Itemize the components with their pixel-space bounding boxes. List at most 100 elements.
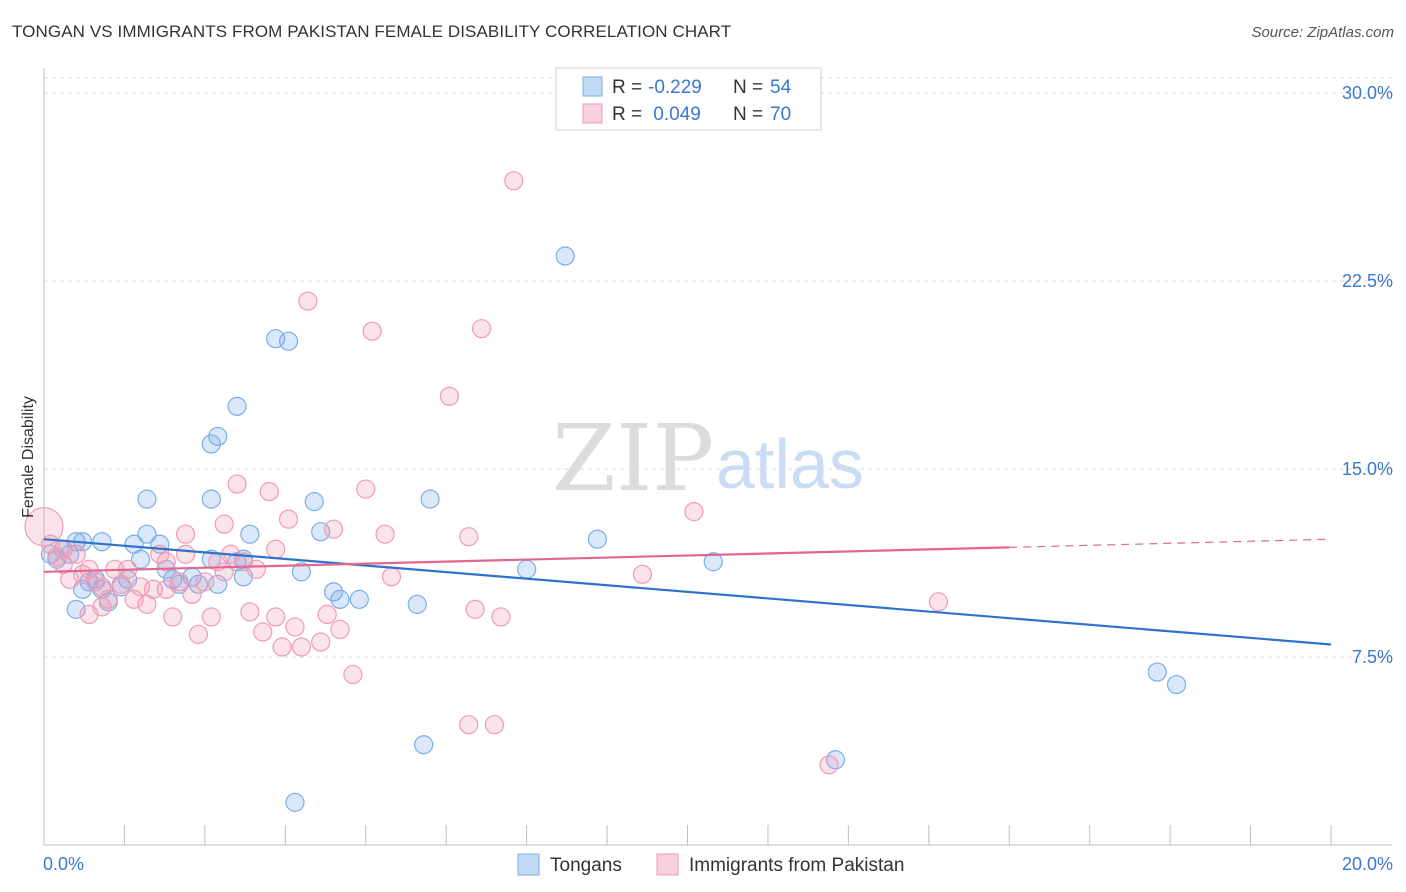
point-pakistan-68 (317, 604, 337, 625)
point-tongans-33 (137, 489, 157, 509)
trend-line-pakistan (43, 546, 1010, 573)
point-tongans-43 (555, 246, 575, 266)
point-tongans-39 (349, 589, 369, 609)
point-tongans-47 (825, 750, 846, 770)
point-tongans-31 (208, 426, 228, 447)
point-pakistan-65 (156, 579, 176, 599)
point-pakistan-24 (188, 624, 209, 645)
point-pakistan-22 (175, 524, 196, 544)
point-pakistan-47 (375, 524, 395, 544)
point-tongans-41 (420, 489, 440, 509)
point-pakistan-50 (459, 527, 479, 547)
point-pakistan-6 (79, 559, 99, 579)
point-pakistan-2 (47, 547, 67, 567)
point-pakistan-45 (356, 479, 376, 499)
point-pakistan-35 (266, 607, 286, 627)
point-tongans-52 (92, 532, 112, 552)
point-pakistan-13 (92, 597, 112, 617)
point-pakistan-54 (504, 171, 524, 191)
stats-legend-box (555, 67, 822, 131)
trend-lines (43, 538, 1332, 646)
legend-n-label-pakistan: N = (733, 104, 763, 125)
point-pakistan-41 (311, 632, 331, 652)
point-pakistan-28 (214, 514, 234, 534)
y-tick-label-1: 15.0% (1342, 459, 1393, 479)
point-tongans-40 (407, 594, 427, 614)
bottom-legend-label-tongans: Tongans (550, 855, 622, 876)
chart-title: TONGAN VS IMMIGRANTS FROM PAKISTAN FEMAL… (12, 22, 732, 41)
point-pakistan-66 (214, 562, 234, 582)
legend-swatch-tongans (582, 76, 603, 97)
x-ticks: 0.0% 20.0% (43, 825, 1393, 874)
legend-r-value-pakistan: 0.049 (648, 104, 701, 125)
legend-n-value-tongans: 54 (770, 77, 792, 98)
point-pakistan-40 (298, 291, 318, 311)
y-tick-label-0: 7.5% (1352, 647, 1393, 667)
point-pakistan-44 (343, 664, 363, 685)
point-pakistan-51 (471, 319, 492, 339)
point-tongans-42 (517, 559, 537, 579)
point-tongans-28 (278, 331, 299, 351)
trend-line-tongans (43, 538, 1332, 646)
point-pakistan-32 (240, 602, 260, 622)
point-tongans-26 (240, 524, 260, 544)
point-pakistan-26 (201, 607, 221, 627)
point-pakistan-46 (362, 321, 382, 341)
point-tongans-38 (330, 589, 350, 609)
point-pakistan-60 (928, 592, 949, 612)
x-tick-label-1: 20.0% (1342, 854, 1393, 874)
watermark-atlas: atlas (716, 425, 864, 503)
point-pakistan-59 (819, 755, 839, 775)
point-pakistan-53 (491, 607, 511, 627)
y-tick-labels: 7.5% 15.0% 22.5% 30.0% (1342, 83, 1393, 667)
point-tongans-9 (66, 599, 86, 619)
point-pakistan-43 (330, 619, 350, 640)
point-tongans-34 (304, 492, 324, 512)
series-legend: Tongans Immigrants from Pakistan (517, 853, 904, 876)
point-tongans-48 (285, 792, 305, 812)
point-pakistan-49 (439, 386, 460, 406)
point-tongans-44 (587, 529, 608, 549)
point-tongans-30 (201, 434, 221, 454)
point-pakistan-38 (285, 617, 305, 637)
bottom-legend-label-pakistan: Immigrants from Pakistan (689, 855, 904, 876)
point-pakistan-25 (195, 572, 215, 592)
point-pakistan-14 (124, 589, 144, 609)
point-tongans-37 (323, 582, 344, 602)
point-pakistan-7 (85, 572, 106, 592)
y-tick-label-2: 22.5% (1342, 271, 1393, 291)
point-pakistan-58 (684, 502, 704, 522)
y-tick-label-3: 30.0% (1342, 83, 1393, 103)
trend-line-pakistan-extension (1009, 538, 1332, 548)
point-tongans-46 (414, 735, 434, 755)
point-pakistan-69 (266, 539, 286, 559)
point-tongans-36 (291, 562, 311, 582)
point-tongans-29 (227, 396, 247, 416)
bottom-legend-swatch-tongans (517, 853, 540, 876)
point-pakistan-64 (246, 559, 266, 579)
bottom-legend-swatch-pakistan (656, 853, 679, 876)
legend-r-value-tongans: -0.229 (648, 77, 702, 98)
point-tongans-32 (201, 489, 221, 509)
point-pakistan-19 (156, 552, 176, 572)
point-pakistan-34 (259, 481, 279, 502)
point-pakistan-55 (459, 715, 479, 735)
point-pakistan-67 (53, 539, 73, 559)
point-pakistan-48 (381, 567, 402, 587)
point-pakistan-57 (632, 564, 653, 584)
legend-r-label-pakistan: R = (612, 104, 642, 125)
point-pakistan-61 (175, 544, 196, 564)
point-tongans-45 (703, 552, 723, 572)
point-pakistan-9 (98, 589, 118, 609)
x-tick-label-0: 0.0% (43, 854, 84, 874)
point-pakistan-36 (272, 637, 292, 657)
point-pakistan-30 (227, 474, 247, 494)
point-pakistan-39 (291, 637, 311, 657)
point-pakistan-20 (163, 607, 183, 627)
axes (43, 68, 1392, 846)
point-pakistan-37 (278, 509, 299, 529)
legend-n-value-pakistan: 70 (770, 104, 791, 125)
y-axis-label: Female Disability (20, 396, 37, 518)
point-pakistan-33 (253, 622, 273, 642)
point-pakistan-42 (323, 519, 344, 539)
